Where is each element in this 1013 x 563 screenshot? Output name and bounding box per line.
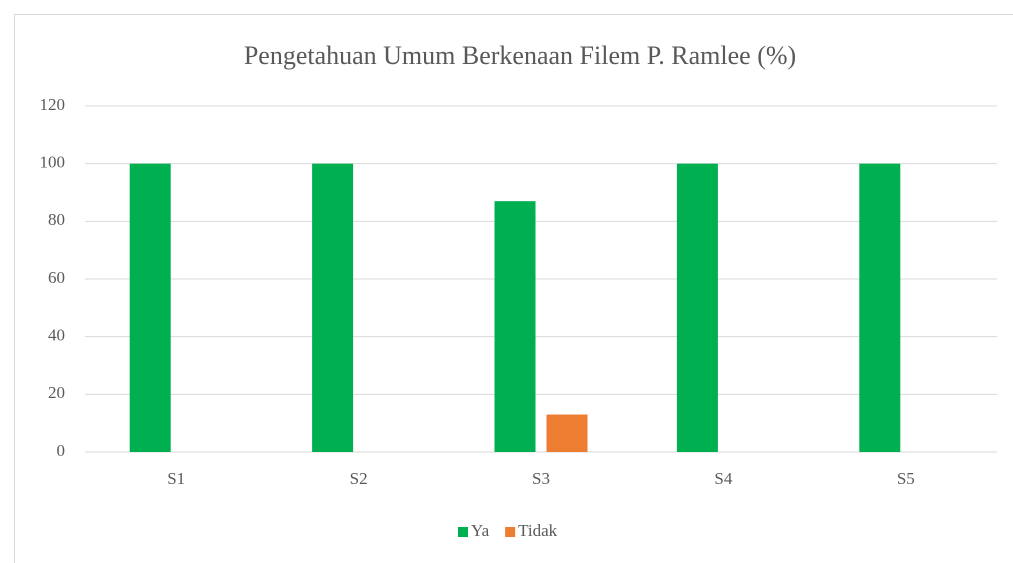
y-tick-label: 40 — [48, 326, 65, 345]
legend-swatch — [458, 527, 468, 537]
bar — [312, 163, 354, 452]
y-tick-label: 20 — [48, 383, 65, 402]
x-tick-label: S4 — [714, 469, 732, 488]
chart-frame — [14, 14, 1013, 563]
bar — [546, 414, 588, 452]
y-tick-label: 0 — [57, 441, 66, 460]
x-tick-label: S5 — [897, 469, 915, 488]
y-tick-label: 80 — [48, 210, 65, 229]
bar — [494, 201, 536, 452]
bar — [676, 163, 718, 452]
x-tick-label: S1 — [167, 469, 185, 488]
legend-label: Tidak — [518, 521, 558, 540]
chart-title: Pengetahuan Umum Berkenaan Filem P. Raml… — [244, 41, 796, 70]
y-tick-label: 100 — [40, 153, 66, 172]
y-tick-label: 120 — [40, 95, 66, 114]
x-tick-label: S2 — [350, 469, 368, 488]
legend-swatch — [505, 527, 516, 537]
x-tick-label: S3 — [532, 469, 550, 488]
y-tick-label: 60 — [48, 268, 65, 287]
bar — [129, 163, 171, 452]
bar — [859, 163, 901, 452]
legend-label: Ya — [471, 521, 490, 540]
